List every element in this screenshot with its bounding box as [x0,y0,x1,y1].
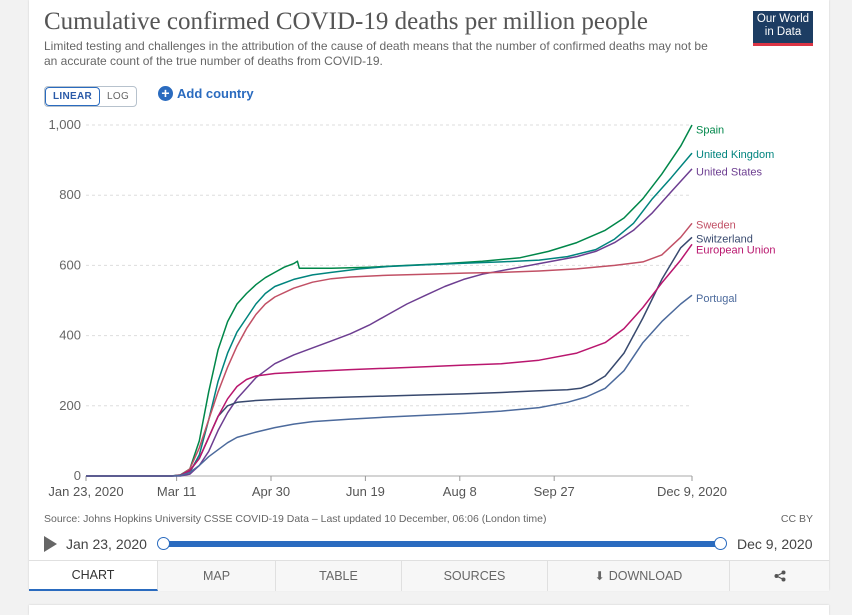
series-line-spain [86,124,693,477]
tab-bar: CHART MAP TABLE SOURCES ⬇ DOWNLOAD [29,560,829,591]
y-tick-label: 0 [74,468,81,483]
plus-icon: + [158,86,173,101]
tab-map[interactable]: MAP [158,561,276,591]
tab-download[interactable]: ⬇ DOWNLOAD [548,561,730,591]
scale-toggle: LINEAR LOG [44,86,138,107]
timeline-end-handle[interactable] [714,537,727,550]
tab-table[interactable]: TABLE [276,561,402,591]
tab-download-label: DOWNLOAD [608,569,683,583]
play-icon[interactable] [44,536,57,552]
y-tick-label: 1,000 [48,117,81,132]
x-tick-label: Jun 19 [346,484,385,499]
series-line-european-union [86,243,693,477]
source-note: Source: Johns Hopkins University CSSE CO… [44,513,547,525]
tab-chart[interactable]: CHART [29,561,158,591]
x-tick-label: Apr 30 [252,484,290,499]
x-tick-label: Aug 8 [443,484,477,499]
download-icon: ⬇ [594,569,605,583]
series-label-united-kingdom: United Kingdom [696,149,774,161]
linear-toggle[interactable]: LINEAR [45,87,101,106]
timeline-track[interactable] [163,541,720,547]
line-chart: 0 200 400 600 800 1,000 Jan 23, 2020 Mar 11 Apr… [48,117,776,499]
y-tick-label: 200 [59,398,81,413]
series-line-sweden [86,222,693,477]
series-label-european-union: European Union [696,245,776,257]
x-tick-label: Sep 27 [534,484,575,499]
series-line-switzerland [86,236,693,477]
x-tick-label: Dec 9, 2020 [657,484,727,499]
add-country-button[interactable]: + Add country [158,86,254,101]
y-axis-ticks: 0 200 400 600 800 1,000 [48,117,81,483]
chart-grid [86,124,692,477]
chart-card: Cumulative confirmed COVID-19 deaths per… [29,0,829,591]
x-axis-ticks: Jan 23, 2020 Mar 11 Apr 30 Jun 19 Aug 8 Sep 2… [48,476,727,499]
y-tick-label: 400 [59,328,81,343]
x-tick-label: Mar 11 [157,484,197,499]
x-tick-label: Jan 23, 2020 [48,484,123,499]
tab-share[interactable] [730,561,829,591]
log-toggle[interactable]: LOG [107,91,130,102]
logo-line-1: Our World [756,13,810,25]
series-label-portugal: Portugal [696,293,737,305]
series-label-switzerland: Switzerland [696,233,753,245]
y-tick-label: 800 [59,187,81,202]
y-tick-label: 600 [59,257,81,272]
chart-series-lines [86,124,693,477]
chart-subtitle: Limited testing and challenges in the at… [44,39,708,68]
series-label-united-states: United States [696,167,763,179]
logo-line-2: in Data [764,25,802,38]
timeline-start-label: Jan 23, 2020 [66,536,147,552]
series-line-portugal [86,294,693,477]
series-label-spain: Spain [696,125,724,137]
timeline-end-label: Dec 9, 2020 [737,536,813,552]
tab-sources[interactable]: SOURCES [402,561,548,591]
timeline: Jan 23, 2020 Dec 9, 2020 [44,534,814,554]
next-card [29,605,829,615]
share-icon [774,570,785,582]
chart-series-labels: Spain United Kingdom United States Sweden Sw… [696,125,776,305]
timeline-start-handle[interactable] [157,537,170,550]
owid-logo[interactable]: Our World in Data [753,11,813,46]
add-country-label: Add country [177,86,254,101]
series-line-united-states [86,168,693,477]
license-link[interactable]: CC BY [780,513,813,525]
chart-title: Cumulative confirmed COVID-19 deaths per… [44,8,649,35]
series-label-sweden: Sweden [696,219,736,231]
